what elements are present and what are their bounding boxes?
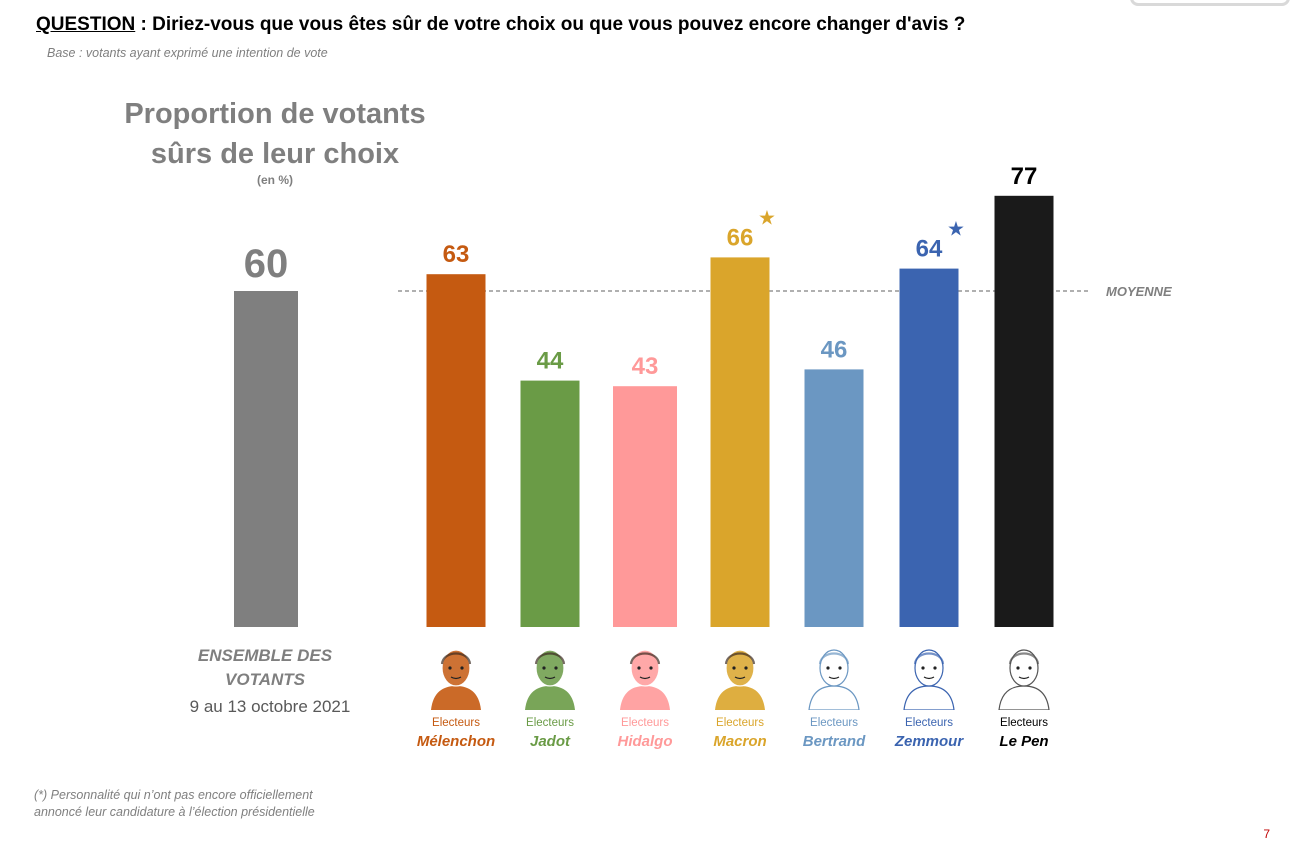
question-separator: :: [135, 14, 153, 35]
hidalgo-portrait-icon: [616, 640, 674, 710]
bar-value-label-5: 46: [821, 336, 848, 363]
bar-value-label-6: 64: [916, 236, 943, 263]
page-number: 7: [1263, 827, 1270, 841]
candidate-name-label: Hidalgo: [617, 733, 673, 750]
candidate-name-label: Bertrand: [802, 733, 866, 750]
bar-1: [426, 274, 486, 627]
candidate-prefix-label: Electeurs: [905, 717, 953, 729]
bar-5: [804, 369, 864, 627]
chart-title: Proportion de votants sûrs de leur choix: [110, 94, 440, 174]
candidate-name-label: Zemmour: [894, 733, 964, 750]
bar-value-label-7: 77: [1011, 163, 1038, 190]
bar-3: [613, 386, 677, 627]
bar-0: [234, 291, 298, 627]
star-icon: ★: [758, 205, 776, 229]
bar-7: [994, 195, 1054, 628]
question-text: Diriez-vous que vous êtes sûr de votre c…: [152, 14, 966, 35]
chart-title-line2: sûrs de leur choix: [150, 138, 400, 170]
jadot-portrait-icon: [521, 640, 579, 710]
chart-title-line1: Proportion de votants: [124, 98, 426, 130]
total-category-label: ENSEMBLE DES VOTANTS: [180, 644, 350, 692]
question-label: QUESTION: [36, 14, 136, 35]
bar-value-label-3: 43: [632, 353, 659, 380]
zemmour-portrait-icon: [900, 640, 958, 710]
bar-value-label-1: 63: [443, 241, 470, 268]
average-label: MOYENNE: [1106, 284, 1172, 299]
star-icon: ★: [947, 217, 965, 241]
candidate-name-label: Le Pen: [999, 733, 1049, 750]
candidate-prefix-label: Electeurs: [621, 717, 669, 729]
candidate-name-label: Jadot: [529, 733, 570, 750]
total-date: 9 au 13 octobre 2021: [189, 697, 351, 716]
melenchon-portrait-icon: [427, 640, 485, 710]
bar-6: [899, 268, 959, 627]
bar-value-label-4: 66: [727, 224, 754, 251]
footnote-line1: (*) Personnalité qui n’ont pas encore of…: [34, 788, 313, 802]
candidate-prefix-label: Electeurs: [810, 717, 858, 729]
macron-portrait-icon: [711, 640, 769, 710]
total-label-line1: ENSEMBLE DES: [197, 646, 333, 665]
bar-2: [520, 380, 580, 627]
total-label-line2: VOTANTS: [225, 670, 305, 689]
chart-unit: (en %): [257, 173, 293, 187]
bar-value-label-0: 60: [244, 242, 289, 286]
footnote-line2: annoncé leur candidature à l’élection pr…: [34, 805, 315, 819]
bar-4: [710, 257, 770, 627]
footnote: (*) Personnalité qui n’ont pas encore of…: [34, 787, 315, 821]
candidate-prefix-label: Electeurs: [526, 717, 574, 729]
candidate-prefix-label: Electeurs: [716, 717, 764, 729]
bar-value-label-2: 44: [537, 348, 564, 375]
candidate-prefix-label: Electeurs: [432, 717, 480, 729]
bertrand-portrait-icon: [805, 640, 863, 710]
base-note: Base : votants ayant exprimé une intenti…: [47, 46, 328, 60]
candidate-prefix-label: Electeurs: [1000, 717, 1048, 729]
candidate-name-label: Mélenchon: [416, 733, 496, 750]
candidate-name-label: Macron: [713, 733, 767, 750]
lepen-portrait-icon: [995, 640, 1053, 710]
question-line: QUESTION : Diriez-vous que vous êtes sûr…: [36, 14, 965, 36]
